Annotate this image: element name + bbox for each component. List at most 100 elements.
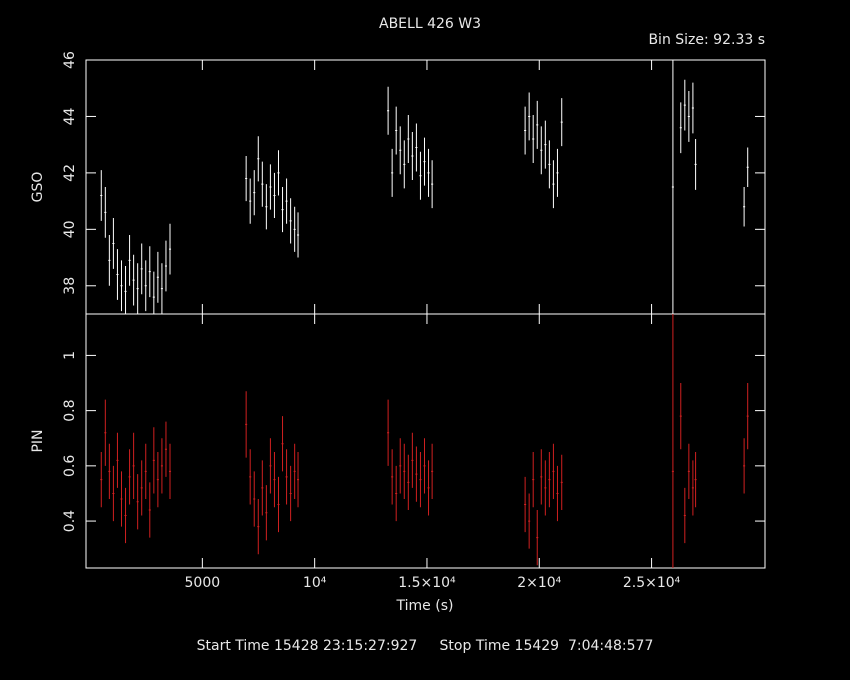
data-points (100, 60, 749, 314)
error-bar-point (540, 126, 543, 175)
error-bar-point (253, 471, 256, 527)
error-bar-point (261, 161, 264, 207)
error-bar-point (391, 449, 394, 505)
error-bar-point (532, 115, 535, 164)
error-bar-point (419, 452, 422, 508)
error-bar-point (556, 465, 559, 522)
error-bar-point (415, 123, 418, 172)
error-bar-point (265, 485, 268, 541)
y-axis-label: PIN (30, 429, 46, 452)
x-axis-label: Time (s) (396, 598, 454, 614)
y-tick-label: 38 (62, 277, 78, 295)
error-bar-point (281, 187, 284, 233)
error-bar-point (168, 443, 172, 499)
error-bar-point (536, 100, 539, 149)
error-bar-point (273, 452, 276, 508)
error-bar-point (144, 443, 147, 499)
error-bar-point (528, 493, 531, 549)
error-bar-point (560, 454, 563, 511)
error-bar-point (687, 443, 690, 499)
error-bar-point (293, 206, 296, 252)
y-tick-label: 44 (62, 107, 78, 125)
error-bar-point (112, 465, 115, 522)
error-bar-point (148, 246, 151, 298)
y-tick-label: 1 (62, 351, 78, 360)
error-bar-point (124, 266, 127, 314)
error-bar-point (156, 452, 159, 508)
x-tick-label: 1.5×10⁴ (398, 575, 456, 591)
error-bar-point (694, 139, 697, 190)
error-bar-point (128, 449, 131, 505)
y-tick-label: 0.4 (62, 510, 78, 532)
error-bar-point (399, 438, 402, 494)
error-bar-point (148, 482, 151, 538)
error-bar-point (116, 249, 119, 300)
error-bar-point (116, 432, 119, 488)
error-bar-point (411, 131, 414, 180)
error-bar-point (423, 137, 426, 186)
error-bar-point (419, 151, 422, 200)
error-bar-point (540, 449, 543, 505)
error-bar-point (108, 443, 111, 499)
error-bar-point (399, 126, 402, 175)
error-bar-point (261, 460, 264, 516)
error-bar-point (152, 427, 155, 494)
error-bar-point (132, 432, 135, 499)
error-bar-point (423, 438, 426, 494)
y-tick-label: 0.6 (62, 455, 78, 477)
error-bar-point (160, 263, 163, 314)
error-bar-point (132, 254, 135, 306)
error-bar-point (683, 79, 686, 131)
error-bar-point (285, 449, 288, 505)
error-bar-point (297, 452, 300, 508)
error-bar-point (395, 106, 398, 155)
error-bar-point (548, 140, 551, 189)
y-tick-label: 40 (62, 220, 78, 238)
error-bar-point (687, 91, 690, 142)
error-bar-point (245, 391, 248, 458)
error-bar-point (136, 474, 139, 530)
error-bar-point (427, 460, 430, 516)
error-bar-point (269, 438, 272, 494)
error-bar-point (407, 454, 410, 511)
error-bar-point (112, 218, 115, 269)
error-bar-point (108, 234, 111, 286)
error-bar-point (269, 164, 272, 210)
error-bar-point (552, 160, 555, 209)
y-tick-label: 42 (62, 164, 78, 182)
error-bar-point (136, 263, 139, 314)
error-bar-point (128, 234, 131, 286)
error-bar-point (407, 115, 410, 164)
bin-size-annotation: Bin Size: 92.33 s (648, 32, 765, 48)
error-bar-point (556, 148, 559, 197)
x-tick-label: 10⁴ (303, 575, 327, 591)
error-bar-point (277, 150, 280, 196)
error-bar-point (277, 476, 280, 533)
error-bar-point (679, 102, 682, 154)
error-bar-point (691, 460, 694, 516)
error-bar-point (544, 120, 547, 169)
error-bar-point (140, 243, 143, 295)
error-bar-point (411, 432, 414, 488)
y-axis-label: GSO (30, 172, 46, 203)
error-bar-point (387, 399, 390, 466)
error-bar-point (560, 98, 563, 147)
error-bar-point (746, 147, 749, 187)
error-bar-point (536, 510, 539, 566)
error-bar-point (524, 106, 527, 155)
error-bar-point (253, 170, 256, 216)
error-bar-point (548, 452, 551, 508)
error-bar-point (746, 383, 749, 450)
error-bar-point (104, 187, 107, 238)
error-bar-point (257, 136, 260, 182)
error-bar-point (387, 86, 390, 135)
error-bar-point (104, 399, 107, 466)
error-bar-point (671, 60, 674, 314)
chart-title: ABELL 426 W3 (379, 16, 481, 32)
error-bar-point (403, 140, 406, 189)
error-bar-point (679, 383, 682, 450)
error-bar-point (743, 187, 746, 227)
error-bar-point (691, 82, 694, 134)
